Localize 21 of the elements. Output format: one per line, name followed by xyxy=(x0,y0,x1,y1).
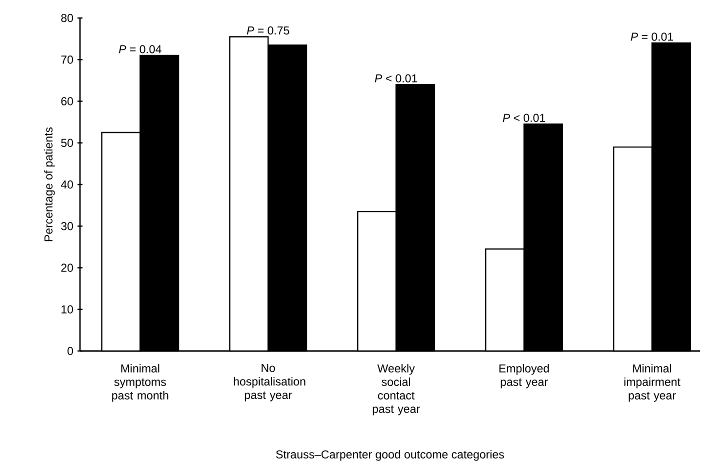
y-tick-label: 0 xyxy=(68,346,74,356)
annotation: P < 0.01 xyxy=(374,74,418,82)
x-axis-title: Strauss–Carpenter good outcome categories xyxy=(276,450,504,461)
annotation: P = 0.01 xyxy=(630,32,674,41)
x-tick-label: Employed past year xyxy=(499,364,549,388)
y-tick-label: 20 xyxy=(61,264,74,272)
y-tick-label: 30 xyxy=(61,222,74,230)
x-tick-label: Minimal impairment past year xyxy=(624,364,680,402)
y-tick-label: 80 xyxy=(61,14,74,22)
y-axis-title: Percentage of patients xyxy=(44,127,55,242)
annotation: P = 0.75 xyxy=(246,26,290,35)
annotation: P < 0.01 xyxy=(502,114,546,122)
y-tick-label: 40 xyxy=(60,180,74,189)
y-tick-label: 10 xyxy=(62,305,74,314)
y-tick-label: 50 xyxy=(61,138,74,147)
x-tick-label: Minimal symptoms past month xyxy=(112,364,168,402)
annotation: P = 0.04 xyxy=(118,45,162,54)
x-tick-label: No hospitalisation past year xyxy=(234,364,306,402)
y-tick-label: 60 xyxy=(61,97,74,106)
x-tick-label: Weekly social contact past year xyxy=(372,364,420,416)
y-tick-label: 70 xyxy=(61,56,74,64)
